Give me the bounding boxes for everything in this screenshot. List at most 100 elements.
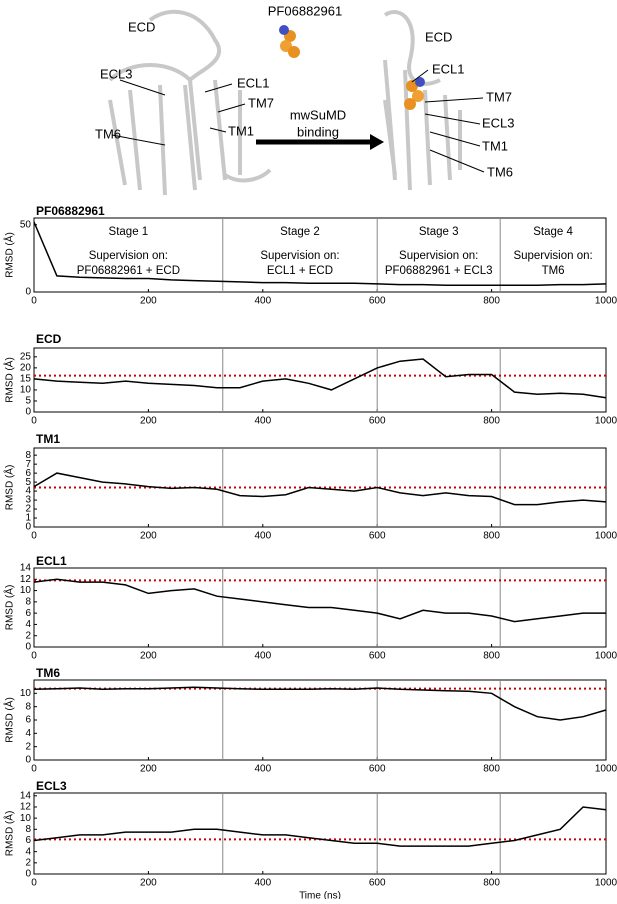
rmsd-line — [33, 472, 607, 506]
stage-note: Supervision on: — [399, 250, 478, 262]
x-tick-label: 1000 — [595, 651, 617, 662]
y-tick-label: 0 — [25, 522, 31, 533]
y-axis-label: RMSD (Å) — [3, 811, 16, 857]
x-tick-label: 1000 — [595, 764, 617, 775]
rmsd-line — [33, 686, 607, 721]
y-tick-label: 6 — [25, 608, 31, 619]
x-tick-label: 400 — [254, 651, 271, 662]
x-tick-label: 400 — [254, 296, 271, 307]
plot-frame — [33, 792, 607, 875]
rmsd-line — [33, 578, 606, 623]
y-tick-label: 2 — [25, 857, 31, 868]
rmsd-line — [33, 806, 607, 847]
structure-label: TM1 — [482, 138, 508, 153]
stage-title: Stage 3 — [419, 226, 459, 238]
x-tick-label: 0 — [31, 651, 37, 662]
x-tick-label: 1000 — [595, 878, 617, 889]
stage-note: ECL1 + ECD — [267, 265, 333, 277]
y-tick-label: 2 — [25, 741, 31, 752]
y-tick-label: 12 — [20, 574, 32, 585]
y-tick-label: 7 — [25, 459, 31, 470]
y-tick-label: 0 — [25, 869, 31, 880]
structure-label: ECL3 — [100, 66, 133, 81]
y-tick-label: 1 — [25, 513, 31, 524]
plot-frame — [33, 217, 607, 293]
panel-title: ECD — [36, 332, 62, 346]
y-tick-label: 10 — [20, 813, 32, 824]
y-tick-label: 10 — [20, 585, 32, 596]
structure-label: TM6 — [95, 126, 121, 141]
y-tick-label: 50 — [20, 219, 32, 230]
x-tick-label: 1000 — [595, 531, 617, 542]
x-tick-label: 600 — [369, 531, 386, 542]
stage-title: Stage 2 — [280, 226, 320, 238]
x-tick-label: 200 — [140, 878, 157, 889]
structure-label: PF06882961 — [268, 3, 342, 18]
y-axis-label: RMSD (Å) — [3, 465, 16, 511]
y-axis-label: RMSD (Å) — [3, 697, 16, 743]
stage-note: Supervision on: — [513, 250, 592, 262]
rmsd-line — [33, 221, 607, 287]
protein-left — [108, 9, 272, 196]
structure-label: ECL1 — [432, 61, 465, 76]
ligand-left — [279, 25, 300, 58]
structure-label: TM6 — [487, 164, 513, 179]
x-tick-label: 400 — [254, 416, 271, 427]
plot-frame — [33, 347, 607, 413]
stage-note: PF06882961 + ECD — [77, 265, 180, 277]
plot-frame — [33, 567, 607, 648]
y-axis-label: RMSD (Å) — [3, 232, 16, 278]
stage-title: Stage 1 — [109, 226, 149, 238]
y-tick-label: 15 — [20, 374, 32, 385]
x-tick-label: 600 — [369, 296, 386, 307]
y-tick-label: 4 — [25, 619, 31, 630]
x-tick-label: 800 — [483, 531, 500, 542]
structure-label: TM7 — [486, 89, 512, 104]
structure-label: ECL1 — [237, 75, 270, 90]
y-tick-label: 8 — [25, 824, 31, 835]
panel-title: ECL1 — [36, 554, 67, 568]
structure-label: ECL3 — [482, 115, 515, 130]
x-axis-label: Time (ns) — [299, 891, 341, 899]
rmsd-line — [33, 358, 607, 399]
x-tick-label: 200 — [140, 296, 157, 307]
arrow-head — [370, 134, 384, 150]
structure-label: ECD — [425, 29, 452, 44]
y-tick-label: 6 — [25, 835, 31, 846]
x-tick-label: 0 — [31, 296, 37, 307]
y-tick-label: 6 — [25, 468, 31, 479]
plot-frame — [33, 679, 607, 761]
x-tick-label: 1000 — [595, 296, 617, 307]
x-tick-label: 800 — [483, 651, 500, 662]
x-tick-label: 0 — [31, 764, 37, 775]
panel-title: ECL3 — [36, 779, 67, 793]
panel-title: PF06882961 — [36, 204, 105, 218]
y-tick-label: 12 — [20, 802, 32, 813]
y-tick-label: 14 — [20, 563, 32, 574]
y-tick-label: 10 — [20, 688, 32, 699]
y-tick-label: 3 — [25, 495, 31, 506]
x-tick-label: 0 — [31, 531, 37, 542]
x-tick-label: 800 — [483, 764, 500, 775]
x-tick-label: 0 — [31, 416, 37, 427]
y-tick-label: 0 — [25, 642, 31, 653]
x-tick-label: 800 — [483, 416, 500, 427]
y-tick-label: 14 — [20, 790, 32, 801]
x-tick-label: 200 — [140, 651, 157, 662]
y-tick-label: 5 — [25, 477, 31, 488]
y-tick-label: 4 — [25, 486, 31, 497]
x-tick-label: 400 — [254, 878, 271, 889]
y-tick-label: 2 — [25, 504, 31, 515]
x-tick-label: 0 — [31, 878, 37, 889]
y-axis-label: RMSD (Å) — [3, 357, 16, 403]
y-tick-label: 0 — [25, 755, 31, 766]
x-tick-label: 200 — [140, 531, 157, 542]
y-tick-label: 8 — [25, 596, 31, 607]
x-tick-label: 200 — [140, 764, 157, 775]
y-tick-label: 0 — [25, 407, 31, 418]
y-tick-label: 8 — [25, 701, 31, 712]
x-tick-label: 600 — [369, 764, 386, 775]
panel-title: TM1 — [36, 432, 60, 446]
x-tick-label: 600 — [369, 416, 386, 427]
